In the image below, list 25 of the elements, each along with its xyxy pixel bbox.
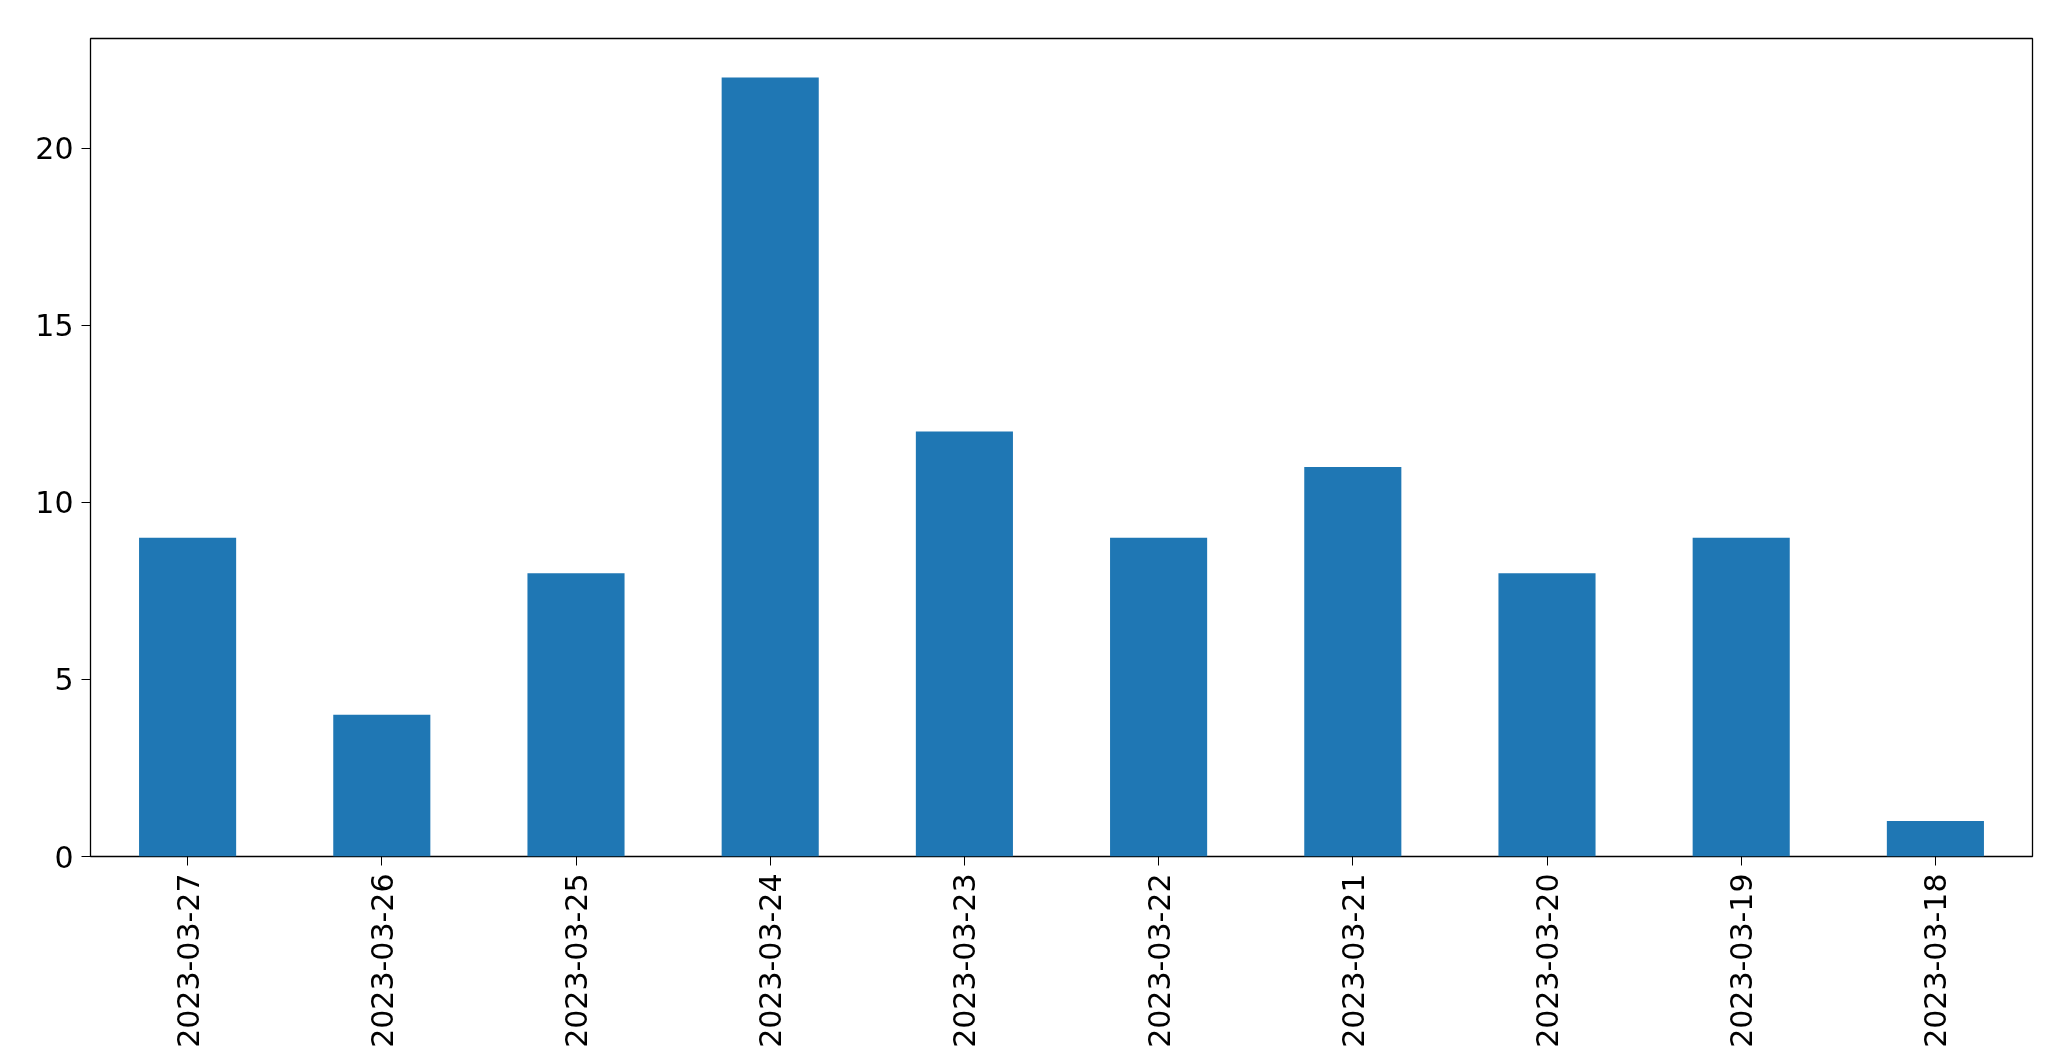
bar	[139, 537, 237, 857]
x-tick-label: 2023-03-27	[170, 873, 206, 1048]
x-tick-label: 2023-03-19	[1724, 873, 1760, 1048]
y-tick-label: 15	[35, 308, 74, 344]
bar	[527, 573, 625, 857]
y-tick-label: 0	[54, 839, 74, 875]
bar	[1886, 821, 1984, 857]
bar	[721, 77, 819, 857]
x-tick-label: 2023-03-23	[947, 873, 983, 1048]
bar	[333, 714, 431, 857]
y-tick-label: 10	[35, 485, 74, 521]
x-tick-label: 2023-03-22	[1141, 873, 1177, 1048]
bar	[1304, 466, 1402, 857]
x-tick-label: 2023-03-24	[753, 873, 789, 1048]
bar	[915, 431, 1013, 857]
x-tick-label: 2023-03-20	[1530, 873, 1565, 1048]
y-tick-label: 5	[54, 662, 74, 698]
y-tick-label: 20	[35, 131, 74, 167]
x-tick-label: 2023-03-26	[364, 873, 400, 1048]
bar	[1692, 537, 1790, 857]
bar	[1498, 573, 1596, 857]
x-tick-label: 2023-03-21	[1335, 873, 1371, 1048]
x-tick-label: 2023-03-18	[1918, 873, 1954, 1048]
x-tick-label: 2023-03-25	[559, 873, 594, 1048]
bar	[1110, 537, 1208, 857]
